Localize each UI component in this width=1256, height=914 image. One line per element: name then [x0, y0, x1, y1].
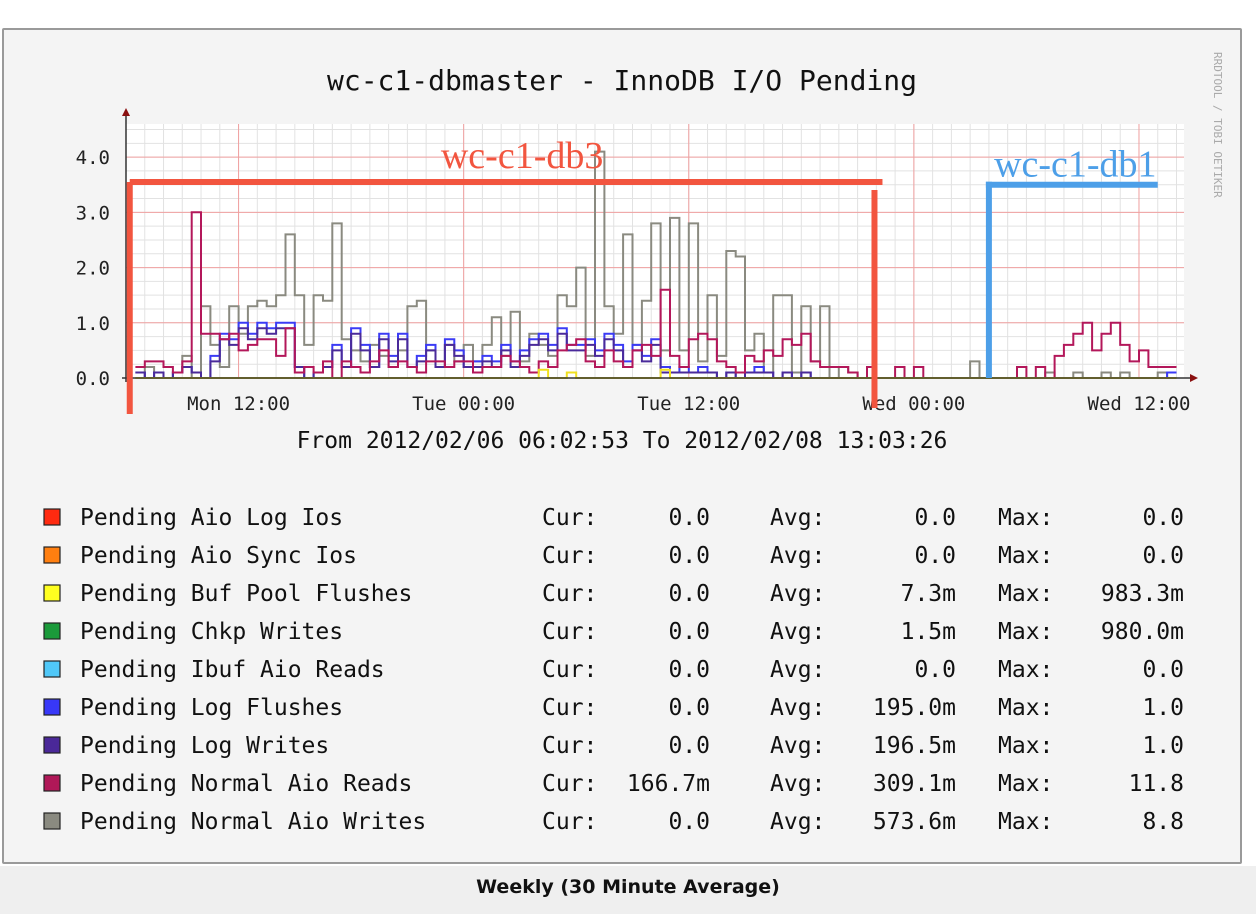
legend-swatch: [43, 698, 61, 716]
legend-cur-label: Cur:: [542, 771, 597, 797]
legend-avg-label: Avg:: [770, 505, 825, 531]
legend-cur-value: 0.0: [668, 657, 710, 683]
legend-cur-label: Cur:: [542, 505, 597, 531]
legend-avg-value: 0.0: [914, 543, 956, 569]
legend-avg-label: Avg:: [770, 771, 825, 797]
legend-max-label: Max:: [998, 809, 1053, 835]
legend-avg-label: Avg:: [770, 657, 825, 683]
y-tick-label: 4.0: [76, 147, 110, 169]
legend-max-value: 0.0: [1142, 505, 1184, 531]
x-axis-arrow: [1190, 374, 1198, 382]
legend-cur-value: 0.0: [668, 619, 710, 645]
y-tick-label: 3.0: [76, 202, 110, 224]
legend-max-value: 11.8: [1129, 771, 1184, 797]
legend-max-label: Max:: [998, 733, 1053, 759]
legend-swatch: [43, 622, 61, 640]
legend-avg-label: Avg:: [770, 543, 825, 569]
legend-max-label: Max:: [998, 505, 1053, 531]
rrd-chart: 0.0 1.0 2.0 3.0 4.0 Mon 12:00 Tue 00:00 Tue 12:…: [43, 52, 1224, 835]
legend-max-value: 0.0: [1142, 657, 1184, 683]
legend-avg-label: Avg:: [770, 809, 825, 835]
legend-cur-value: 0.0: [668, 581, 710, 607]
legend-cur-label: Cur:: [542, 619, 597, 645]
legend-avg-value: 196.5m: [873, 733, 956, 759]
legend-cur-value: 166.7m: [627, 771, 710, 797]
legend-max-value: 1.0: [1142, 733, 1184, 759]
legend-swatch: [43, 660, 61, 678]
annotation-label-db3: wc-c1-db3: [441, 135, 603, 177]
legend-cur-value: 0.0: [668, 695, 710, 721]
legend-avg-value: 1.5m: [901, 619, 956, 645]
legend-avg-value: 0.0: [914, 505, 956, 531]
y-tick-label: 1.0: [76, 313, 110, 335]
legend-max-label: Max:: [998, 619, 1053, 645]
legend-cur-value: 0.0: [668, 543, 710, 569]
legend-max-label: Max:: [998, 543, 1053, 569]
legend-label: Pending Log Writes: [80, 733, 329, 759]
legend-cur-label: Cur:: [542, 657, 597, 683]
legend-label: Pending Normal Aio Reads: [80, 771, 412, 797]
legend-max-label: Max:: [998, 695, 1053, 721]
legend-cur-label: Cur:: [542, 695, 597, 721]
legend-max-label: Max:: [998, 657, 1053, 683]
legend-swatch: [43, 812, 61, 830]
graph-panel: 0.0 1.0 2.0 3.0 4.0 Mon 12:00 Tue 00:00 Tue 12:…: [2, 28, 1242, 864]
top-strip: [0, 0, 1256, 26]
legend-cur-label: Cur:: [542, 581, 597, 607]
legend-max-value: 8.8: [1142, 809, 1184, 835]
legend-swatch: [43, 774, 61, 792]
chart-title: wc-c1-dbmaster - InnoDB I/O Pending: [327, 64, 917, 97]
footer-bar: Weekly (30 Minute Average): [0, 866, 1256, 914]
legend-label: Pending Chkp Writes: [80, 619, 343, 645]
rrdtool-watermark: RRDTOOL / TOBI OETIKER: [1211, 52, 1224, 198]
y-tick-label: 0.0: [76, 368, 110, 390]
legend-swatch: [43, 584, 61, 602]
legend-avg-value: 0.0: [914, 657, 956, 683]
legend-max-value: 1.0: [1142, 695, 1184, 721]
legend-avg-label: Avg:: [770, 733, 825, 759]
legend-avg-value: 7.3m: [901, 581, 956, 607]
legend-cur-label: Cur:: [542, 733, 597, 759]
footer-label: Weekly (30 Minute Average): [476, 876, 780, 898]
x-tick-label: Wed 00:00: [862, 393, 965, 415]
x-tick-label: Mon 12:00: [187, 393, 290, 415]
legend-cur-label: Cur:: [542, 809, 597, 835]
y-tick-label: 2.0: [76, 258, 110, 280]
legend-label: Pending Ibuf Aio Reads: [80, 657, 385, 683]
legend-label: Pending Log Flushes: [80, 695, 343, 721]
legend-swatch: [43, 546, 61, 564]
legend-cur-value: 0.0: [668, 733, 710, 759]
chart-subtitle: From 2012/02/06 06:02:53 To 2012/02/08 1…: [297, 428, 948, 454]
legend-avg-label: Avg:: [770, 619, 825, 645]
legend-cur-value: 0.0: [668, 505, 710, 531]
legend-avg-value: 309.1m: [873, 771, 956, 797]
legend-label: Pending Aio Sync Ios: [80, 543, 357, 569]
x-tick-label: Wed 12:00: [1088, 393, 1191, 415]
legend-avg-value: 195.0m: [873, 695, 956, 721]
legend-swatch: [43, 736, 61, 754]
legend-avg-value: 573.6m: [873, 809, 956, 835]
legend-label: Pending Buf Pool Flushes: [80, 581, 412, 607]
x-tick-label: Tue 12:00: [637, 393, 740, 415]
y-axis-arrow: [122, 108, 130, 116]
legend-max-label: Max:: [998, 771, 1053, 797]
annotation-label-db1: wc-c1-db1: [994, 144, 1156, 186]
legend-max-value: 0.0: [1142, 543, 1184, 569]
legend-cur-value: 0.0: [668, 809, 710, 835]
legend-max-value: 983.3m: [1101, 581, 1184, 607]
legend-avg-label: Avg:: [770, 581, 825, 607]
x-tick-label: Tue 00:00: [412, 393, 515, 415]
legend-avg-label: Avg:: [770, 695, 825, 721]
legend-label: Pending Normal Aio Writes: [80, 809, 426, 835]
legend-label: Pending Aio Log Ios: [80, 505, 343, 531]
legend-max-value: 980.0m: [1101, 619, 1184, 645]
legend-cur-label: Cur:: [542, 543, 597, 569]
series-line-0: [135, 150, 1177, 379]
legend-swatch: [43, 508, 61, 526]
legend-max-label: Max:: [998, 581, 1053, 607]
